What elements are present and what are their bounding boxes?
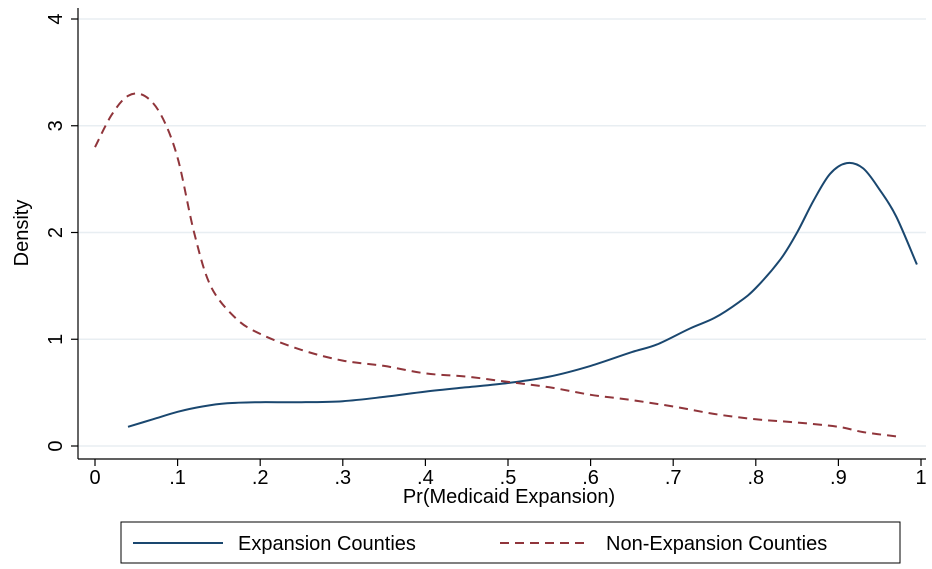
axes-layer: [77, 8, 926, 460]
y-tick-label-3: 3: [45, 120, 67, 131]
x-tick-label-5: .5: [500, 467, 517, 489]
x-axis-label: Pr(Medicaid Expansion): [403, 486, 615, 508]
x-tick-label-6: .6: [582, 467, 599, 489]
legend-box: [120, 521, 901, 564]
x-tick-label-3: .3: [334, 467, 351, 489]
legend-label-expansion: Expansion Counties: [238, 533, 416, 555]
x-tick-label-7: .7: [665, 467, 682, 489]
series-line-0: [127, 161, 918, 428]
x-tick-label-1: .1: [169, 467, 186, 489]
x-tick-label-0: 0: [89, 467, 100, 489]
legend-label-non-expansion: Non-Expansion Counties: [606, 533, 827, 555]
series-line-1: [94, 92, 897, 438]
legend: Expansion Counties Non-Expansion Countie…: [120, 521, 901, 564]
x-tick-label-2: .2: [252, 467, 269, 489]
x-tick-label-9: .9: [830, 467, 847, 489]
y-tick-label-0: 0: [45, 440, 67, 451]
x-tick-label-8: .8: [747, 467, 764, 489]
grid-layer: [78, 18, 926, 447]
series-layer: [94, 92, 918, 438]
ticks-layer: 0 1 2 3 4 0 .1 .2 .3 .4 .5 .6 .7 .8 .9 1: [45, 13, 927, 489]
x-tick-label-4: .4: [417, 467, 434, 489]
y-tick-label-1: 1: [45, 334, 67, 345]
x-tick-label-10: 1: [915, 467, 926, 489]
y-tick-label-2: 2: [45, 227, 67, 238]
y-axis-label: Density: [11, 200, 33, 267]
y-tick-label-4: 4: [45, 13, 67, 24]
